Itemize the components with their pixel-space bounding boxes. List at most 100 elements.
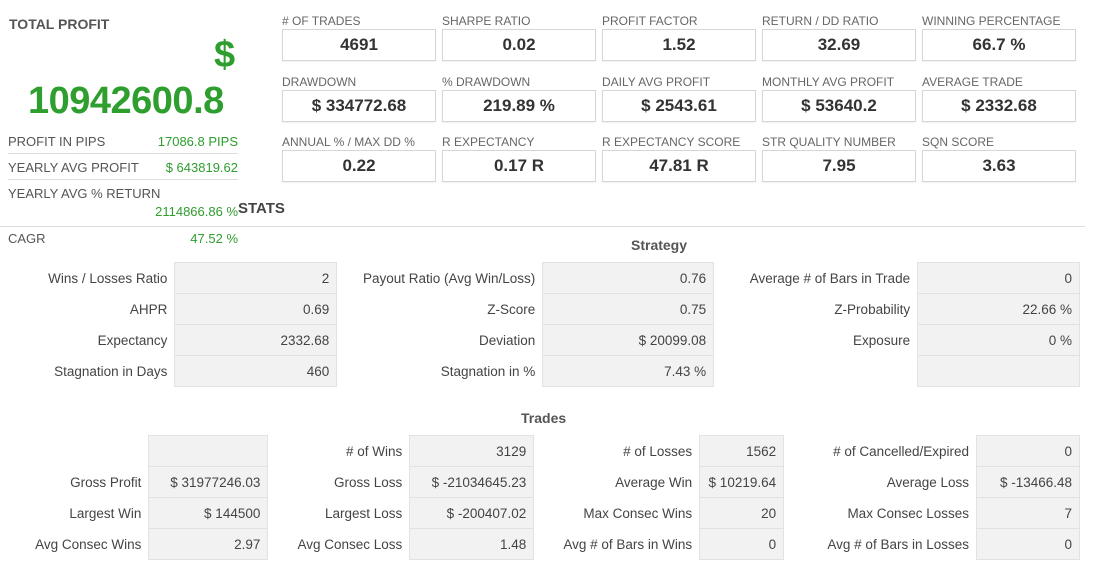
trades-title: Trades (521, 410, 567, 426)
stat-label: # of Losses (623, 443, 693, 459)
table-row: Avg Consec Wins 2.97 Avg Consec Loss 1.48 Av… (8, 528, 1080, 560)
summary-row-yearly-avg-profit: YEARLY AVG PROFIT $ 643819.62 (8, 160, 238, 175)
metric-value: 0.17 R (442, 150, 596, 182)
table-row: AHPR 0.69 Z-Score 0.75 Z-Probability 22.66 % (0, 293, 1080, 325)
stat-value (148, 435, 269, 467)
metric-label: % DRAWDOWN (442, 75, 531, 89)
stat-value: $ 31977246.03 (148, 466, 269, 498)
stat-value: 0 (976, 435, 1080, 467)
metric-value: 0.22 (282, 150, 436, 182)
stat-label: Avg # of Bars in Wins (563, 536, 693, 552)
metric-value: 1.52 (602, 29, 756, 61)
strategy-table: Wins / Losses Ratio 2 Payout Ratio (Avg Wi… (0, 262, 1080, 387)
stat-value: 22.66 % (917, 293, 1080, 325)
stat-label: Largest Win (69, 505, 142, 521)
metric-card: DAILY AVG PROFIT $ 2543.61 (602, 75, 756, 122)
metric-card: RETURN / DD RATIO 32.69 (762, 14, 916, 61)
table-row: # of Wins 3129 # of Losses 1562 # of Cancell… (8, 435, 1080, 467)
stat-label: Wins / Losses Ratio (48, 270, 168, 286)
stat-label: Max Consec Wins (583, 505, 693, 521)
metric-label: PROFIT FACTOR (602, 14, 698, 28)
stat-value: $ -21034645.23 (409, 466, 535, 498)
stat-label: Avg Consec Loss (297, 536, 403, 552)
total-profit-title: TOTAL PROFIT (9, 16, 110, 32)
stat-value: 3129 (409, 435, 535, 467)
trades-table: # of Wins 3129 # of Losses 1562 # of Cancell… (8, 435, 1080, 560)
stat-label: Deviation (478, 332, 536, 348)
stat-value: 7 (976, 497, 1080, 529)
table-row: Stagnation in Days 460 Stagnation in % 7.43… (0, 355, 1080, 387)
metric-card: % DRAWDOWN 219.89 % (442, 75, 596, 122)
stat-value: 2 (174, 262, 338, 294)
stat-value (917, 355, 1080, 387)
strategy-title: Strategy (631, 237, 688, 253)
metric-label: MONTHLY AVG PROFIT (762, 75, 895, 89)
summary-label: CAGR (8, 231, 46, 246)
stat-label: Average Win (615, 474, 693, 490)
metric-card: WINNING PERCENTAGE 66.7 % (922, 14, 1076, 61)
stat-label: Stagnation in Days (54, 363, 168, 379)
stat-value: $ 10219.64 (699, 466, 785, 498)
metric-value: 219.89 % (442, 90, 596, 122)
stat-value: 0 % (917, 324, 1080, 356)
metric-label: ANNUAL % / MAX DD % (282, 135, 415, 149)
stat-value: 0.75 (542, 293, 715, 325)
stat-label: Avg # of Bars in Losses (827, 536, 969, 552)
metric-card: AVERAGE TRADE $ 2332.68 (922, 75, 1076, 122)
summary-label: YEARLY AVG PROFIT (8, 160, 139, 175)
summary-label: YEARLY AVG % RETURN (8, 186, 161, 201)
metric-label: R EXPECTANCY (442, 135, 535, 149)
summary-value: $ 643819.62 (165, 160, 238, 175)
stat-label: Exposure (853, 332, 911, 348)
metric-value: 3.63 (922, 150, 1076, 182)
metric-label: DAILY AVG PROFIT (602, 75, 711, 89)
metric-label: DRAWDOWN (282, 75, 357, 89)
total-profit-value: 10942600.8 (28, 80, 224, 122)
metric-label: AVERAGE TRADE (922, 75, 1023, 89)
metric-label: STR QUALITY NUMBER (762, 135, 896, 149)
stat-value: 0 (917, 262, 1080, 294)
metric-card: SHARPE RATIO 0.02 (442, 14, 596, 61)
metric-value: 47.81 R (602, 150, 756, 182)
table-row: Largest Win $ 144500 Largest Loss $ -200407… (8, 497, 1080, 529)
stat-label: AHPR (129, 301, 168, 317)
stat-value: 0.76 (542, 262, 715, 294)
summary-value: 17086.8 PIPS (157, 134, 238, 149)
metric-value: 7.95 (762, 150, 916, 182)
stat-value: 0 (976, 528, 1080, 560)
metric-card: DRAWDOWN $ 334772.68 (282, 75, 436, 122)
metric-label: # OF TRADES (282, 14, 361, 28)
metric-card: SQN SCORE 3.63 (922, 135, 1076, 182)
stat-label: # of Cancelled/Expired (833, 443, 969, 459)
divider (0, 226, 1085, 227)
stat-value: 2332.68 (174, 324, 338, 356)
summary-label: PROFIT IN PIPS (8, 134, 106, 149)
table-row: Expectancy 2332.68 Deviation $ 20099.08 Expo… (0, 324, 1080, 356)
metric-card: STR QUALITY NUMBER 7.95 (762, 135, 916, 182)
stat-value: 0.69 (174, 293, 338, 325)
stat-label (8, 436, 149, 467)
summary-row-cagr: CAGR 47.52 % (8, 231, 238, 246)
metric-label: SHARPE RATIO (442, 14, 531, 28)
stat-value: 1562 (699, 435, 785, 467)
stat-label: Stagnation in % (440, 363, 536, 379)
metric-label: WINNING PERCENTAGE (922, 14, 1061, 28)
stat-label: Avg Consec Wins (35, 536, 142, 552)
stat-value: 1.48 (409, 528, 535, 560)
stat-label: Gross Profit (70, 474, 142, 490)
stat-value: $ -13466.48 (976, 466, 1080, 498)
summary-row-profit-pips: PROFIT IN PIPS 17086.8 PIPS (8, 134, 238, 149)
stat-value: $ 20099.08 (542, 324, 715, 356)
table-row: Wins / Losses Ratio 2 Payout Ratio (Avg Wi… (0, 262, 1080, 294)
metric-label: SQN SCORE (922, 135, 995, 149)
stat-label: Average # of Bars in Trade (749, 270, 911, 286)
stat-label: Payout Ratio (Avg Win/Loss) (362, 270, 536, 286)
metric-card: MONTHLY AVG PROFIT $ 53640.2 (762, 75, 916, 122)
summary-row-yearly-avg-return: YEARLY AVG % RETURN 2114866.86 % (8, 186, 238, 222)
metric-value: $ 334772.68 (282, 90, 436, 122)
metric-label: R EXPECTANCY SCORE (602, 135, 741, 149)
stat-value: $ 144500 (148, 497, 269, 529)
metric-card: R EXPECTANCY 0.17 R (442, 135, 596, 182)
summary-value: 47.52 % (190, 231, 238, 246)
metric-card: PROFIT FACTOR 1.52 (602, 14, 756, 61)
